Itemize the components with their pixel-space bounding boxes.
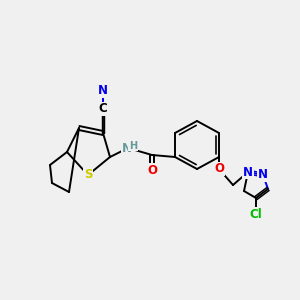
Text: N: N bbox=[258, 169, 268, 182]
Text: Cl: Cl bbox=[250, 208, 262, 220]
Text: N: N bbox=[122, 142, 132, 154]
Text: N: N bbox=[243, 166, 253, 178]
Text: O: O bbox=[147, 164, 157, 176]
Text: N: N bbox=[98, 85, 108, 98]
Text: H: H bbox=[129, 141, 137, 151]
Text: O: O bbox=[214, 163, 224, 176]
Text: S: S bbox=[84, 169, 92, 182]
Text: C: C bbox=[99, 103, 107, 116]
